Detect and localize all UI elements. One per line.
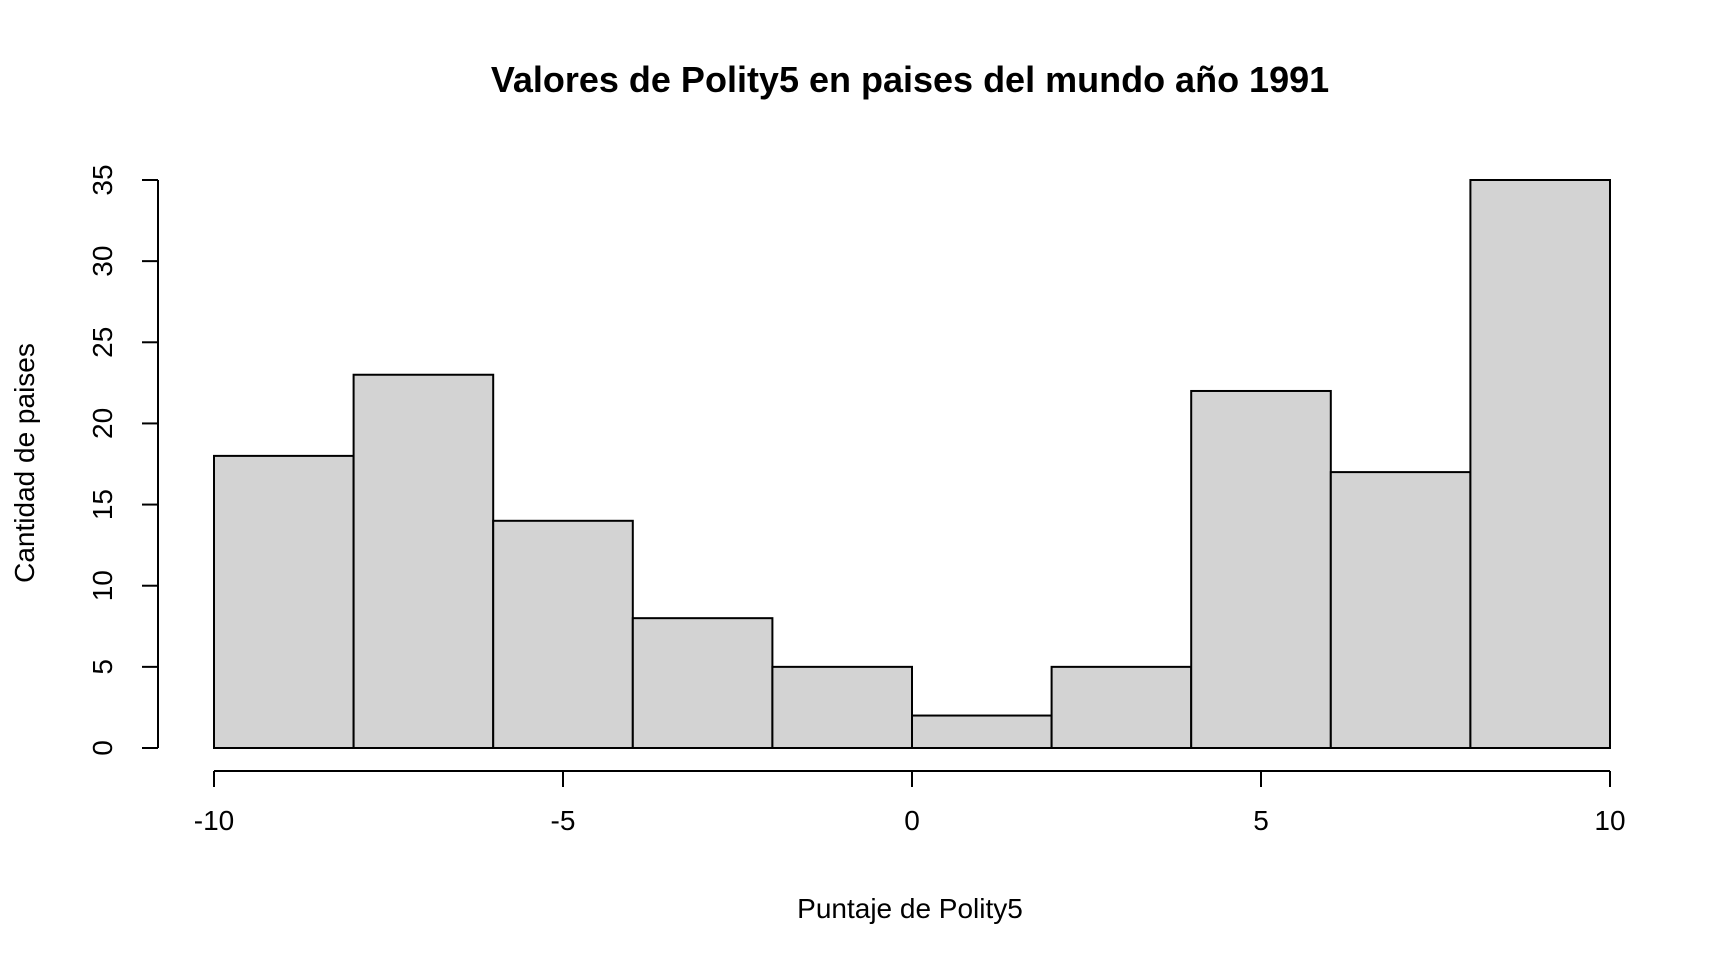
histogram-bar [1190, 389, 1332, 749]
y-tick-label: 5 [87, 659, 118, 675]
x-tick-label: -10 [194, 805, 234, 836]
chart-title: Valores de Polity5 en paises del mundo a… [491, 59, 1329, 100]
y-tick-label: 0 [87, 740, 118, 756]
x-axis-label: Puntaje de Polity5 [797, 893, 1023, 924]
histogram-bar [631, 617, 774, 750]
x-tick-label: 5 [1253, 805, 1269, 836]
x-axis: -10 -5 0 5 10 [194, 770, 1626, 836]
y-tick-label: 15 [87, 489, 118, 520]
y-tick-label: 25 [87, 327, 118, 358]
histogram-bar [213, 454, 355, 749]
histogram-bar [352, 373, 495, 749]
x-tick-label: 10 [1594, 805, 1625, 836]
x-tick-label: -5 [551, 805, 576, 836]
histogram-bar [911, 714, 1053, 749]
histogram-bar [771, 665, 914, 749]
histogram-bar [1469, 179, 1612, 749]
y-tick-label: 30 [87, 246, 118, 277]
histogram-bar [492, 519, 634, 749]
y-tick-label: 35 [87, 164, 118, 195]
histogram-bars [213, 179, 1612, 750]
x-tick-label: 0 [904, 805, 920, 836]
histogram-bar [1329, 471, 1472, 749]
y-tick-label: 20 [87, 408, 118, 439]
y-axis: 0 5 10 15 20 25 30 35 [87, 164, 159, 756]
histogram-bar [1050, 665, 1193, 749]
y-tick-label: 10 [87, 570, 118, 601]
y-axis-label: Cantidad de paises [9, 343, 40, 583]
